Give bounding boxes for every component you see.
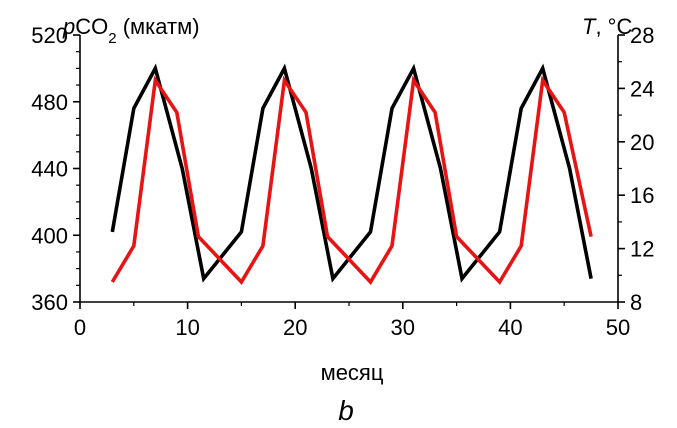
series-lines <box>110 63 593 285</box>
y-left-tick-label: 360 <box>31 290 68 315</box>
y-right-tick-label: 24 <box>630 76 654 101</box>
y-axis-left-label: pCO2 (мкатм) <box>62 14 200 47</box>
x-tick-label: 50 <box>606 315 630 340</box>
temperature-series-line <box>110 75 593 285</box>
x-tick-label: 0 <box>74 315 86 340</box>
ticks: 360 400 440 480 520 8 12 16 20 24 28 0 10 20 30 40 50 <box>31 23 654 340</box>
y-right-tick-label: 28 <box>630 23 654 48</box>
x-tick-label: 20 <box>283 315 307 340</box>
x-tick-label: 40 <box>498 315 522 340</box>
y-right-tick-label: 20 <box>630 130 654 155</box>
y-left-tick-label: 400 <box>31 223 68 248</box>
y-right-tick-label: 16 <box>630 183 654 208</box>
panel-label: b <box>338 395 354 426</box>
x-tick-label: 10 <box>175 315 199 340</box>
y-left-tick-label: 480 <box>31 90 68 115</box>
y-right-tick-label: 12 <box>630 237 654 262</box>
y-left-tick-label: 520 <box>31 23 68 48</box>
y-axis-right-label: T, °C <box>582 14 632 39</box>
y-left-tick-label: 440 <box>31 157 68 182</box>
x-tick-label: 30 <box>391 315 415 340</box>
y-right-tick-label: 8 <box>630 290 642 315</box>
x-axis-label: месяц <box>321 360 384 385</box>
pco2-series-line <box>110 63 593 283</box>
